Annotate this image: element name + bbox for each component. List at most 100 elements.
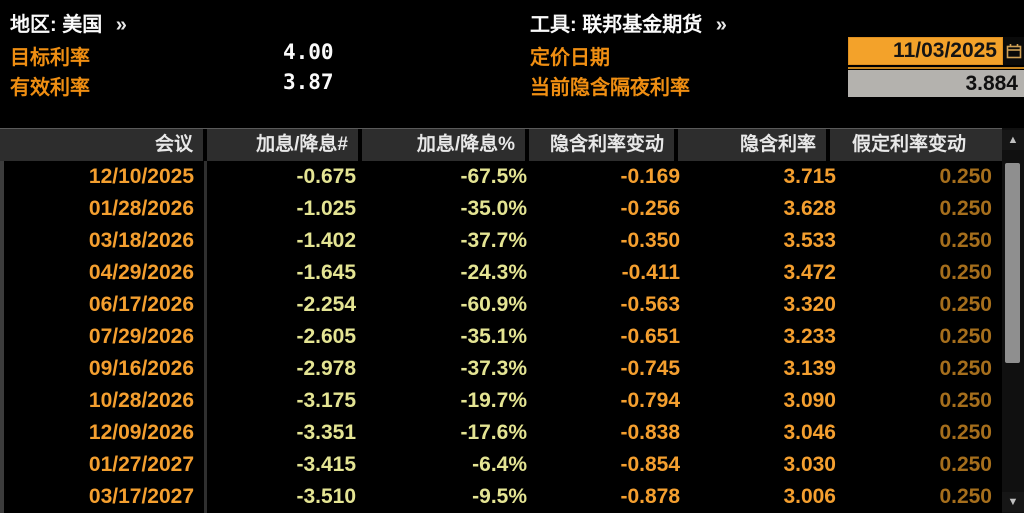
effective-rate-value: 3.87 [283,70,334,94]
region-value: 美国 [62,14,103,36]
calendar-button[interactable] [1003,37,1024,65]
cell-implied-change: -0.854 [620,453,680,476]
table-row[interactable]: 03/17/2027 -3.510 -9.5% -0.878 3.006 0.250 [4,481,1024,513]
chevron-right-icon: » [715,14,727,36]
table-row[interactable]: 07/29/2026 -2.605 -35.1% -0.651 3.233 0.250 [4,321,1024,353]
cell-meeting: 09/16/2026 [4,353,207,385]
cell-hike-cut-pct: -35.0% [460,197,527,220]
effective-rate-label: 有效利率 [10,77,90,99]
column-header-assumed-change: 假定利率变动 [851,134,966,155]
cell-hike-cut-pct: -67.5% [460,165,527,188]
table-row[interactable]: 03/18/2026 -1.402 -37.7% -0.350 3.533 0.250 [4,225,1024,257]
cell-hike-cut-num: -3.175 [296,389,356,412]
cell-assumed-change: 0.250 [939,325,992,348]
cell-hike-cut-num: -0.675 [296,165,356,188]
tool-label: 工具: [530,14,577,36]
pricing-date-widget [848,37,1024,69]
cell-implied-rate: 3.320 [783,293,836,316]
cell-assumed-change: 0.250 [939,421,992,444]
column-header-implied-rate: 隐含利率 [678,129,830,161]
cell-hike-cut-pct: -37.3% [460,357,527,380]
cell-implied-rate: 3.472 [783,261,836,284]
target-rate-label: 目标利率 [10,47,90,69]
rates-table: 会议 加息/降息# 加息/降息% 隐含利率变动 隐含利率 假定利率变动 12/1… [0,128,1024,513]
implied-overnight-label: 当前隐含隔夜利率 [530,77,690,99]
cell-meeting: 01/28/2026 [4,193,207,225]
pricing-date-label: 定价日期 [530,47,610,69]
target-rate-value: 4.00 [283,40,334,64]
cell-hike-cut-num: -2.254 [296,293,356,316]
cell-assumed-change: 0.250 [939,261,992,284]
cell-implied-rate: 3.628 [783,197,836,220]
cell-hike-cut-pct: -37.7% [460,229,527,252]
cell-hike-cut-num: -2.978 [296,357,356,380]
table-row[interactable]: 01/27/2027 -3.415 -6.4% -0.854 3.030 0.250 [4,449,1024,481]
cell-implied-change: -0.169 [620,165,680,188]
cell-assumed-change: 0.250 [939,389,992,412]
cell-meeting: 10/28/2026 [4,385,207,417]
table-row[interactable]: 12/09/2026 -3.351 -17.6% -0.838 3.046 0.250 [4,417,1024,449]
cell-implied-change: -0.794 [620,389,680,412]
vertical-scrollbar[interactable]: ▲ ▼ [1002,128,1024,513]
table-row[interactable]: 04/29/2026 -1.645 -24.3% -0.411 3.472 0.250 [4,257,1024,289]
column-header-meeting: 会议 [0,129,207,161]
cell-implied-change: -0.878 [620,485,680,508]
cell-hike-cut-pct: -6.4% [472,453,527,476]
cell-meeting: 06/17/2026 [4,289,207,321]
cell-meeting: 12/10/2025 [4,161,207,193]
cell-hike-cut-pct: -24.3% [460,261,527,284]
top-panel: 地区: 美国 » 工具: 联邦基金期货 » 目标利率 4.00 有效利率 3.8… [0,0,1024,128]
pricing-date-input[interactable] [848,37,1003,65]
cell-hike-cut-pct: -60.9% [460,293,527,316]
cell-assumed-change: 0.250 [939,197,992,220]
tool-value: 联邦基金期货 [582,14,703,36]
cell-assumed-change: 0.250 [939,357,992,380]
region-selector[interactable]: 地区: 美国 » [10,8,127,37]
tool-selector[interactable]: 工具: 联邦基金期货 » [530,8,727,37]
cell-implied-change: -0.256 [620,197,680,220]
cell-hike-cut-pct: -35.1% [460,325,527,348]
cell-assumed-change: 0.250 [939,165,992,188]
cell-meeting: 03/18/2026 [4,225,207,257]
cell-meeting: 03/17/2027 [4,481,207,513]
table-row[interactable]: 10/28/2026 -3.175 -19.7% -0.794 3.090 0.250 [4,385,1024,417]
cell-implied-rate: 3.715 [783,165,836,188]
cell-hike-cut-num: -3.510 [296,485,356,508]
table-row[interactable]: 01/28/2026 -1.025 -35.0% -0.256 3.628 0.250 [4,193,1024,225]
cell-implied-rate: 3.046 [783,421,836,444]
cell-implied-rate: 3.139 [783,357,836,380]
column-header-implied-change: 隐含利率变动 [529,129,678,161]
implied-overnight-value-field[interactable]: 3.884 [848,70,1024,97]
cell-hike-cut-num: -1.645 [296,261,356,284]
cell-implied-rate: 3.006 [783,485,836,508]
cell-implied-rate: 3.233 [783,325,836,348]
cell-hike-cut-num: -1.402 [296,229,356,252]
cell-assumed-change: 0.250 [939,453,992,476]
cell-hike-cut-pct: -9.5% [472,485,527,508]
cell-implied-change: -0.563 [620,293,680,316]
table-row[interactable]: 12/10/2025 -0.675 -67.5% -0.169 3.715 0.250 [4,161,1024,193]
column-header-hike-cut-pct: 加息/降息% [362,129,529,161]
cell-hike-cut-num: -3.351 [296,421,356,444]
table-row[interactable]: 09/16/2026 -2.978 -37.3% -0.745 3.139 0.250 [4,353,1024,385]
table-row[interactable]: 06/17/2026 -2.254 -60.9% -0.563 3.320 0.250 [4,289,1024,321]
table-body: 12/10/2025 -0.675 -67.5% -0.169 3.715 0.250 01… [0,161,1024,513]
cell-assumed-change: 0.250 [939,229,992,252]
column-header-hike-cut-num: 加息/降息# [207,129,362,161]
cell-hike-cut-num: -1.025 [296,197,356,220]
cell-implied-rate: 3.533 [783,229,836,252]
region-label: 地区: [10,14,57,36]
calendar-icon [1006,44,1021,59]
cell-implied-change: -0.350 [620,229,680,252]
scroll-down-icon[interactable]: ▼ [1002,492,1024,512]
scrollbar-thumb[interactable] [1005,163,1020,363]
cell-implied-rate: 3.090 [783,389,836,412]
cell-assumed-change: 0.250 [939,293,992,316]
cell-meeting: 07/29/2026 [4,321,207,353]
cell-implied-change: -0.651 [620,325,680,348]
cell-hike-cut-pct: -19.7% [460,389,527,412]
cell-meeting: 04/29/2026 [4,257,207,289]
chevron-right-icon: » [115,14,127,36]
cell-implied-rate: 3.030 [783,453,836,476]
scroll-up-icon[interactable]: ▲ [1002,130,1024,150]
